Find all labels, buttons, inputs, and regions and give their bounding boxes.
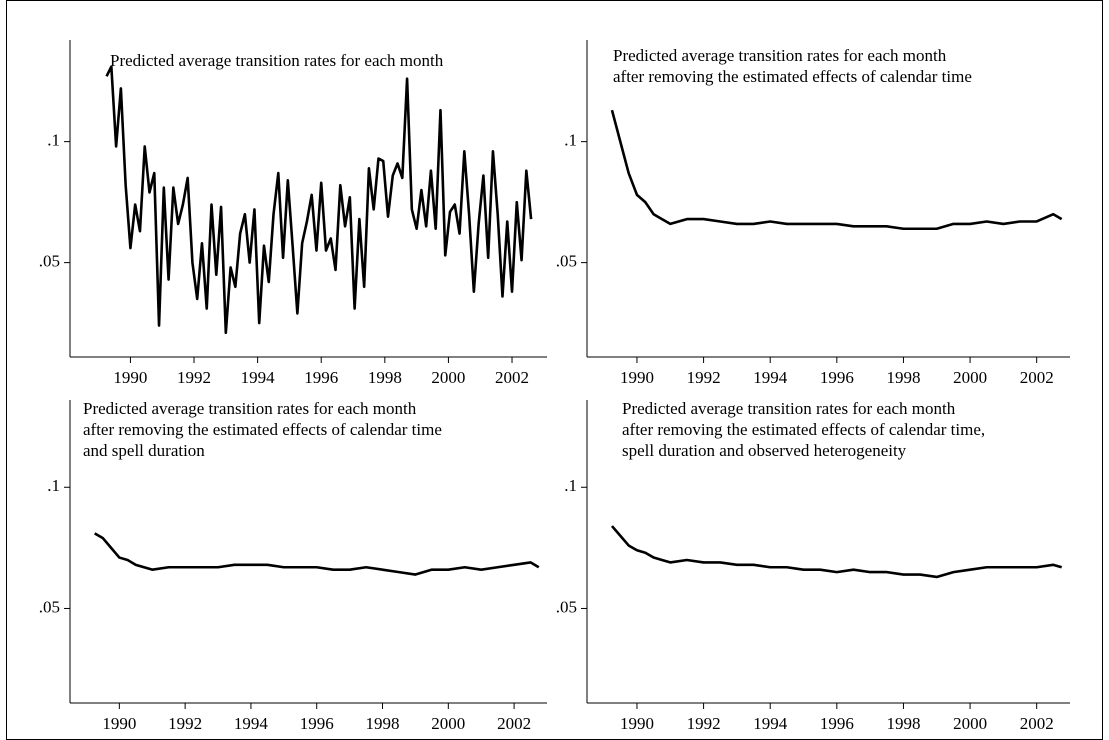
x-tick-label: 1996 [300,714,334,733]
x-tick-label: 1998 [366,714,400,733]
y-tick-label: .05 [39,252,60,271]
y-tick-label: .05 [556,597,577,616]
data-line [94,532,540,576]
x-tick-label: 1998 [368,368,402,387]
x-tick-label: 2000 [431,368,465,387]
x-tick-label: 1990 [102,714,136,733]
y-tick-label: .1 [47,476,60,495]
x-tick-label: 2002 [495,368,529,387]
x-tick-label: 2000 [953,714,987,733]
panel-title: after removing the estimated effects of … [83,420,442,439]
panel-title: Predicted average transition rates for e… [110,51,444,70]
x-tick-label: 2000 [953,368,987,387]
x-tick-label: 1998 [886,368,920,387]
panel-title: after removing the estimated effects of … [613,67,972,86]
y-tick-label: .05 [556,252,577,271]
data-line [105,65,533,335]
x-tick-label: 1992 [168,714,202,733]
y-tick-label: .1 [47,131,60,150]
x-tick-label: 1992 [177,368,211,387]
x-tick-label: 1992 [687,714,721,733]
panel-title: after removing the estimated effects of … [622,420,985,439]
x-tick-label: 1990 [620,368,654,387]
x-tick-label: 1994 [241,368,276,387]
panel-title: Predicted average transition rates for e… [622,399,956,418]
data-line [610,525,1063,579]
x-tick-label: 2002 [497,714,531,733]
x-tick-label: 1996 [820,368,854,387]
data-line [610,109,1063,231]
x-tick-label: 1990 [620,714,654,733]
x-tick-label: 2002 [1020,714,1054,733]
x-tick-label: 1990 [113,368,147,387]
panel-title: and spell duration [83,441,205,460]
panel-title: spell duration and observed heterogeneit… [622,441,907,460]
y-tick-label: .1 [564,476,577,495]
x-tick-label: 1994 [753,368,788,387]
x-tick-label: 1994 [753,714,788,733]
x-tick-label: 1994 [234,714,269,733]
x-tick-label: 1996 [820,714,854,733]
x-tick-label: 2000 [431,714,465,733]
frame [6,0,1103,740]
y-tick-label: .1 [564,131,577,150]
x-tick-label: 2002 [1020,368,1054,387]
panel-title: Predicted average transition rates for e… [83,399,417,418]
panel-title: Predicted average transition rates for e… [613,46,947,65]
y-tick-label: .05 [39,597,60,616]
x-tick-label: 1998 [886,714,920,733]
x-tick-label: 1996 [304,368,338,387]
x-tick-label: 1992 [687,368,721,387]
